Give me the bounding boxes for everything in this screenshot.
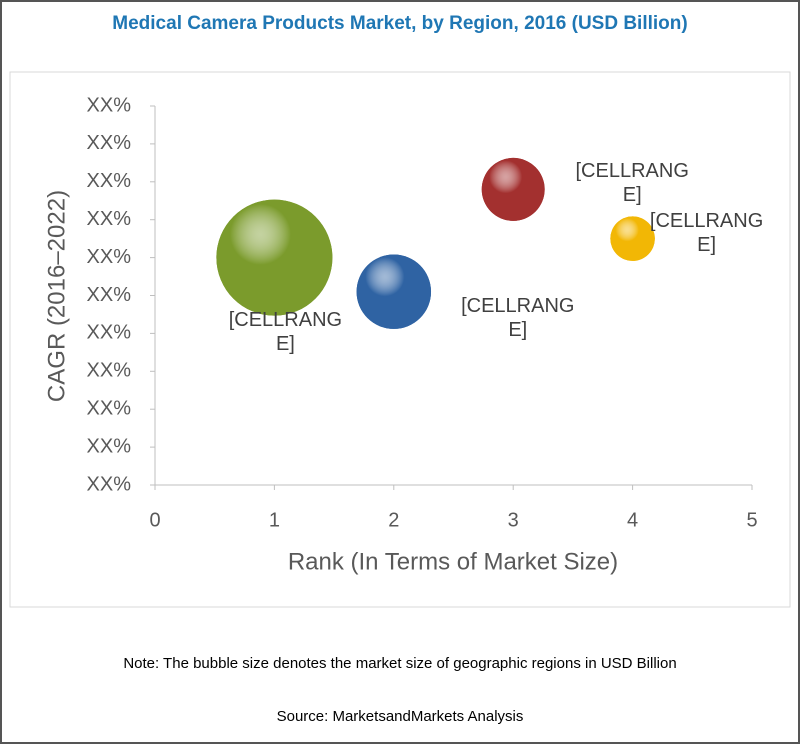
x-tick-label: 0: [149, 509, 160, 531]
chart-title: Medical Camera Products Market, by Regio…: [112, 13, 687, 34]
bubble: [216, 199, 333, 316]
y-tick-label: XX%: [87, 435, 132, 457]
x-axis-label: Rank (In Terms of Market Size): [288, 548, 618, 575]
note: Note: The bubble size denotes the market…: [123, 655, 676, 672]
x-tick-label: 3: [508, 509, 519, 531]
bubble: [481, 157, 545, 221]
y-tick-label: XX%: [87, 208, 132, 230]
data-label: [CELLRANGE]: [649, 209, 764, 256]
y-tick-label: XX%: [87, 360, 132, 382]
y-tick-label: XX%: [87, 322, 132, 344]
x-tick-label: 5: [746, 509, 757, 531]
y-tick-label: XX%: [87, 94, 132, 116]
bubble: [356, 254, 432, 329]
x-tick-label: 2: [388, 509, 399, 531]
plot-frame: [9, 71, 791, 608]
x-tick-label: 1: [269, 509, 280, 531]
y-tick-label: XX%: [87, 170, 132, 192]
y-tick-label: XX%: [87, 132, 132, 154]
y-tick-label: XX%: [87, 473, 132, 495]
source: Source: MarketsandMarkets Analysis: [277, 708, 524, 725]
y-tick-label: XX%: [87, 284, 132, 306]
data-label: [CELLRANGE]: [461, 294, 575, 341]
data-label: [CELLRANGE]: [228, 308, 343, 355]
y-tick-label: XX%: [87, 246, 132, 268]
y-tick-label: XX%: [87, 397, 132, 419]
y-axis-label: CAGR (2016–2022): [43, 190, 70, 402]
x-tick-label: 4: [627, 509, 638, 531]
data-label: [CELLRANGE]: [575, 160, 689, 207]
